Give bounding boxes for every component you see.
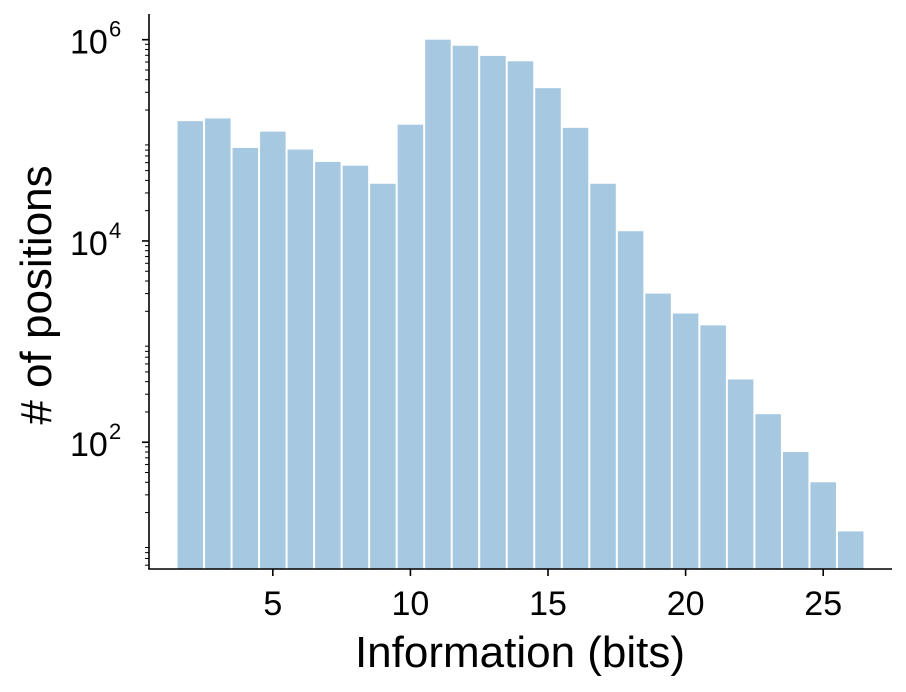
histogram-bar — [700, 325, 726, 569]
histogram-bar — [617, 231, 644, 569]
histogram-bar — [232, 147, 259, 569]
y-tick-exponent: 6 — [109, 17, 121, 42]
histogram-bar — [452, 45, 479, 569]
histogram-bar — [507, 61, 534, 569]
y-tick-exponent: 4 — [109, 218, 121, 243]
x-tick-label: 5 — [263, 585, 282, 623]
bars-group — [177, 39, 864, 570]
y-tick-exponent: 2 — [109, 419, 121, 444]
y-tick-label: 10 — [70, 225, 108, 263]
histogram-bar — [315, 161, 341, 569]
histogram-bar — [755, 414, 781, 569]
histogram-bar — [645, 293, 671, 569]
histogram-bar — [425, 39, 451, 569]
x-tick-label: 15 — [529, 585, 567, 623]
histogram-bar — [205, 118, 231, 569]
histogram-bar — [535, 88, 561, 569]
histogram-bar — [837, 531, 864, 569]
histogram-bar — [590, 183, 616, 569]
x-tick-label: 25 — [804, 585, 842, 623]
histogram-bar — [177, 121, 204, 570]
y-axis-title: # of positions — [12, 165, 61, 424]
histogram-bar — [727, 379, 754, 569]
histogram-bar — [480, 55, 506, 570]
x-tick-label: 10 — [392, 585, 430, 623]
histogram-bar — [672, 313, 699, 569]
histogram-bar — [260, 131, 286, 569]
histogram-bar — [342, 165, 369, 570]
histogram-bar — [397, 124, 424, 569]
x-axis-title: Information (bits) — [355, 628, 685, 677]
y-tick-label: 10 — [70, 426, 108, 464]
y-tick-label: 10 — [70, 24, 108, 62]
histogram-bar — [287, 149, 314, 570]
histogram-bar — [562, 127, 589, 570]
histogram-bar — [370, 183, 396, 569]
histogram-bar — [782, 451, 809, 569]
x-tick-label: 20 — [667, 585, 705, 623]
histogram-bar — [810, 482, 836, 569]
x-ticks-group: 5 10 15 20 25 — [263, 569, 842, 623]
